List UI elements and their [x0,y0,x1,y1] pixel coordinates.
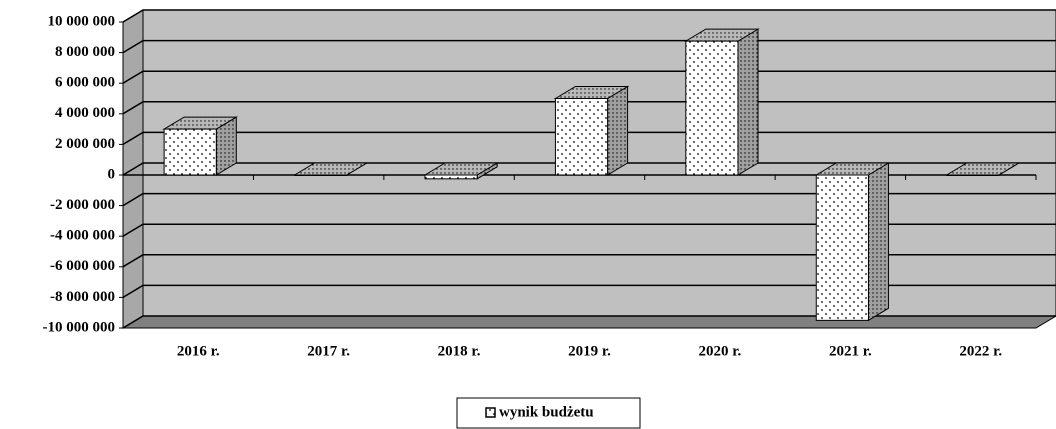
y-tick-label: -10 000 000 [43,319,116,335]
bar [815,174,869,321]
grid-line [122,9,1056,23]
y-tick-label: 4 000 000 [55,105,115,121]
grid-line [122,223,1056,237]
y-tick-label: 2 000 000 [55,136,115,152]
grid-line [122,254,1056,268]
grid-line [122,315,1056,329]
x-tick-label: 2016 r. [177,343,220,359]
grid-line [122,284,1056,299]
bar [294,174,348,176]
y-tick-label: 8 000 000 [55,44,115,60]
bar [163,128,217,176]
y-tick-label: -8 000 000 [50,289,115,305]
y-tick-label: 10 000 000 [48,13,116,29]
y-tick-label: -4 000 000 [50,228,115,244]
floor [121,315,1056,329]
bar [946,174,1000,176]
y-tick-label: 0 [108,166,116,182]
bar-side [607,85,629,176]
x-tick-label: 2020 r. [699,343,742,359]
x-tick-label: 2022 r. [959,343,1002,359]
legend-swatch [485,407,496,418]
x-tick-label: 2019 r. [568,343,611,359]
y-tick-label: 6 000 000 [55,75,115,91]
grid-line [122,192,1056,207]
x-tick-label: 2017 r. [307,343,350,359]
x-tick-label: 2018 r. [438,343,481,359]
bar-side [737,28,759,176]
legend-label: wynik budżetu [499,404,594,420]
x-tick-label: 2021 r. [829,343,872,359]
y-tick-label: -6 000 000 [50,258,115,274]
bar [685,40,739,176]
bar-side [867,162,889,322]
y-tick-label: -2 000 000 [50,197,115,213]
bar [424,174,478,180]
bar [554,98,609,176]
